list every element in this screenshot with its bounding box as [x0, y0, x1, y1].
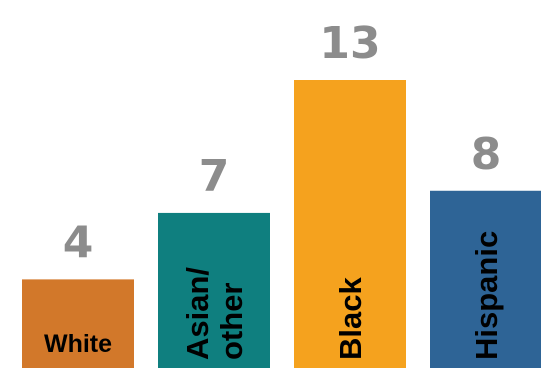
- category-label-asian-other-line-1: Asian/: [180, 267, 215, 360]
- bar-asian-other: [158, 212, 270, 368]
- bar-black: [294, 80, 406, 368]
- category-label-white: White: [44, 330, 112, 358]
- value-label-hispanic: 8: [471, 129, 502, 180]
- category-label-hispanic: Hispanic: [469, 231, 504, 360]
- category-label-black: Black: [333, 277, 368, 360]
- bar-white: [22, 279, 134, 368]
- value-label-black: 13: [319, 18, 380, 69]
- value-label-white: 4: [63, 217, 94, 268]
- value-label-asian-other: 7: [199, 151, 230, 202]
- category-label-asian-other-line-2: other: [214, 283, 249, 361]
- bar-hispanic: [430, 190, 541, 368]
